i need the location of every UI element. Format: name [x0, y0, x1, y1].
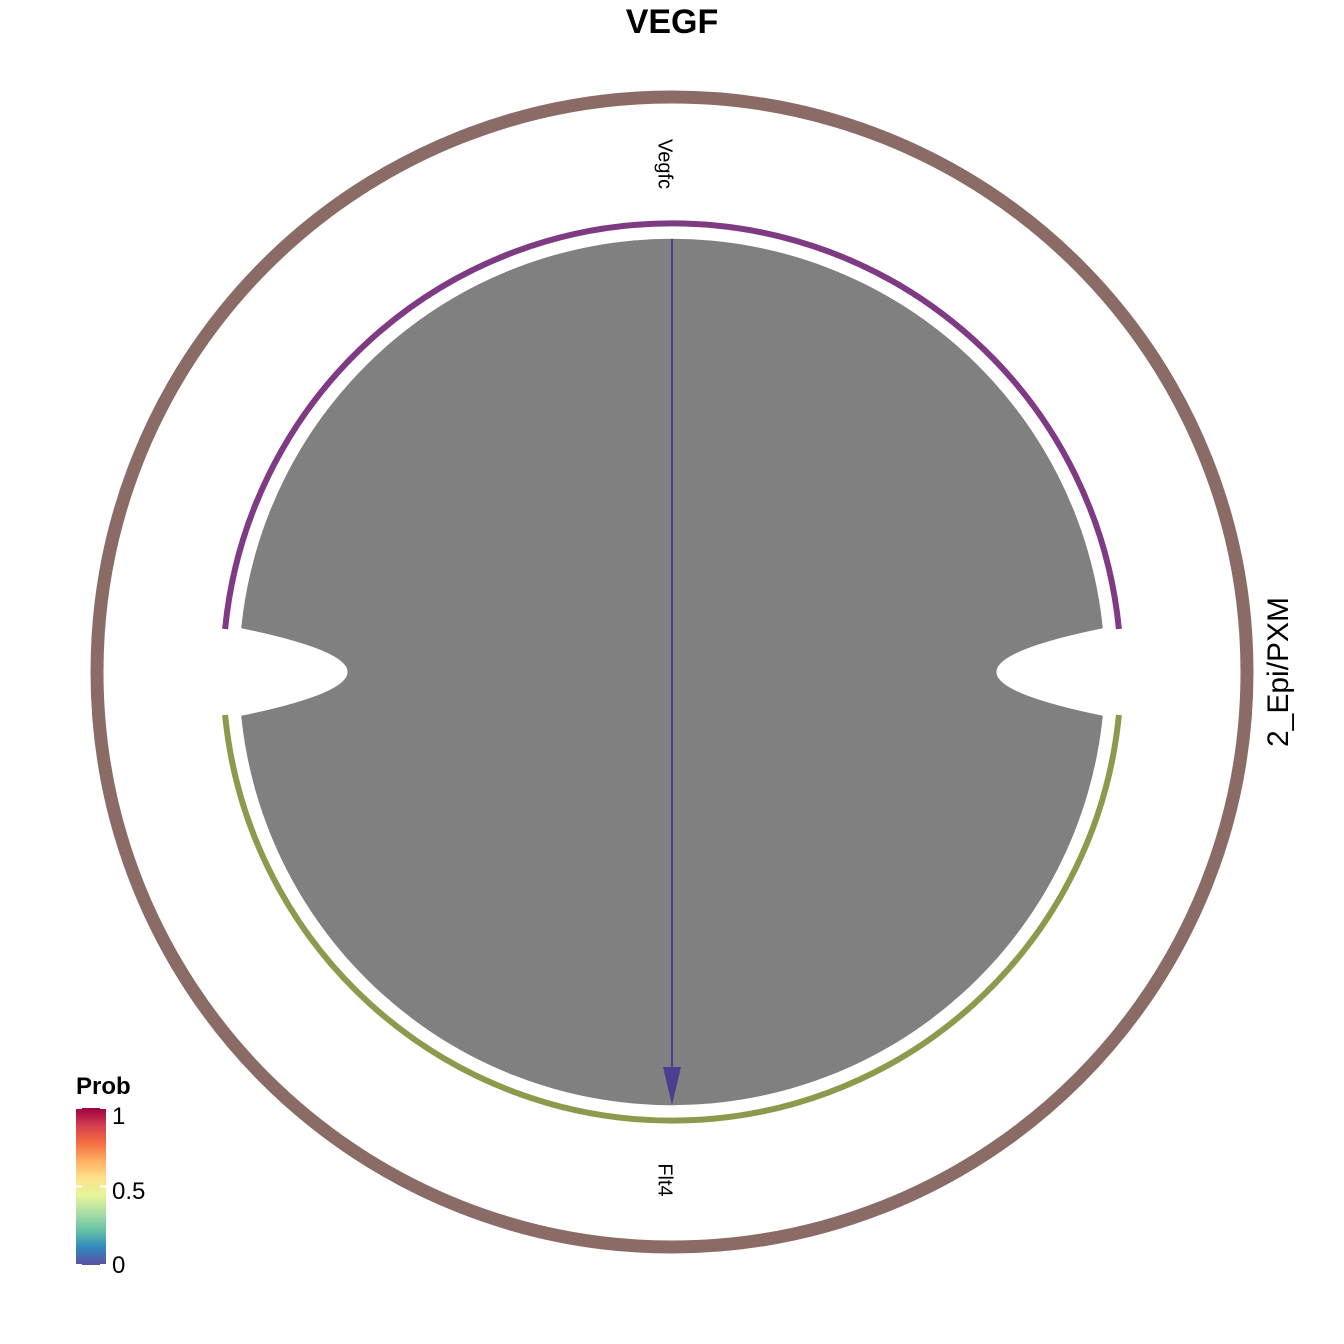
legend-title: Prob	[76, 1073, 131, 1100]
sector-label-vegfc: Vegfc	[654, 139, 676, 189]
legend: Prob 0 0.5 1	[76, 1073, 145, 1279]
legend-tick-label-1: 1	[112, 1103, 125, 1130]
legend-tick-label-0.5: 0.5	[112, 1178, 145, 1205]
sector-label-flt4: Flt4	[654, 1163, 676, 1196]
sector-arc-vegfc	[222, 220, 1122, 630]
group-label: 2_Epi/PXM	[1262, 597, 1295, 747]
chart-title: VEGF	[626, 3, 719, 41]
group-ring	[90, 90, 1254, 1254]
sector-arc-flt4	[222, 714, 1122, 1124]
link-arrow-head	[663, 1067, 681, 1105]
legend-tick-label-0: 0	[112, 1252, 125, 1279]
legend-ticks	[76, 1107, 106, 1266]
